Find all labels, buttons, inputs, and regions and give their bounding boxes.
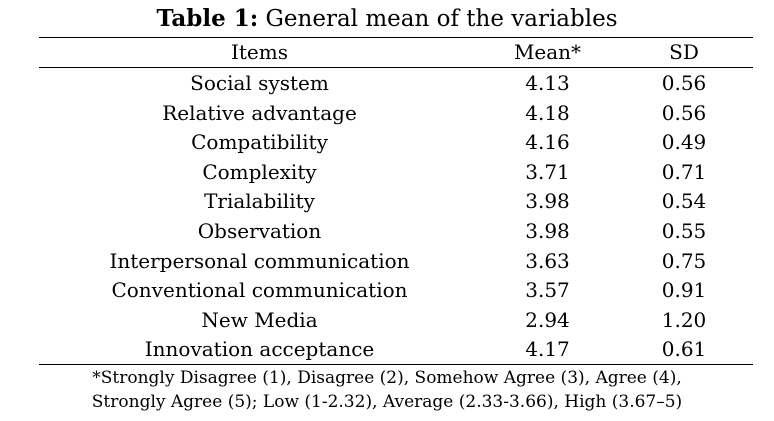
row-mean: 3.98: [525, 189, 570, 214]
row-mean: 3.98: [525, 218, 570, 243]
table-row: Compatibility 4.16 0.49: [39, 128, 753, 158]
table-row: Interpersonal communication 3.63 0.75: [39, 247, 753, 277]
row-item: Social system: [190, 71, 329, 95]
table-row: Relative advantage 4.18 0.56: [39, 99, 753, 129]
row-mean: 4.13: [525, 71, 570, 95]
table-caption-text: General mean of the variables: [258, 6, 618, 32]
row-sd: 0.56: [661, 71, 707, 95]
header-rule: [39, 67, 753, 68]
row-sd: 0.49: [661, 130, 707, 155]
row-mean: 3.57: [525, 278, 570, 303]
header-items: Items: [230, 40, 288, 64]
bottom-rule: [39, 364, 753, 365]
table-row: Complexity 3.71 0.71: [39, 158, 753, 188]
footnote-line-1: *Strongly Disagree (1), Disagree (2), So…: [92, 368, 682, 388]
row-mean: 4.17: [525, 337, 570, 362]
row-sd: 0.55: [661, 218, 707, 243]
row-item: Relative advantage: [162, 100, 357, 125]
row-sd: 1.20: [661, 307, 707, 332]
data-table: Items Mean* SD Social system 4.13 0.56 R…: [39, 38, 753, 365]
footnote-line-2: Strongly Agree (5); Low (1-2.32), Averag…: [91, 392, 683, 412]
row-sd: 0.56: [661, 100, 707, 125]
row-sd: 0.71: [661, 159, 707, 184]
header-sd: SD: [669, 40, 699, 64]
row-mean: 4.16: [525, 130, 570, 155]
row-item: New Media: [201, 307, 318, 332]
row-item: Trialability: [204, 189, 315, 214]
row-sd: 0.61: [661, 337, 707, 362]
header-row: Items Mean* SD: [39, 38, 753, 67]
row-mean: 4.18: [525, 100, 570, 125]
table-row: New Media 2.94 1.20: [39, 306, 753, 336]
table-row: Trialability 3.98 0.54: [39, 187, 753, 217]
row-item: Innovation acceptance: [144, 337, 375, 362]
table-row: Social system 4.13 0.56: [39, 67, 753, 99]
row-item: Observation: [197, 218, 322, 243]
table-row: Observation 3.98 0.55: [39, 217, 753, 247]
table-caption-lead: Table 1:: [156, 5, 259, 32]
table-footnote: *Strongly Disagree (1), Disagree (2), So…: [0, 366, 774, 414]
row-sd: 0.54: [661, 189, 707, 214]
row-item: Interpersonal communication: [109, 248, 410, 273]
row-sd: 0.75: [661, 248, 707, 273]
row-sd: 0.91: [661, 278, 707, 303]
table-caption: Table 1: General mean of the variables: [0, 4, 774, 34]
row-mean: 3.71: [525, 159, 570, 184]
row-mean: 2.94: [525, 307, 570, 332]
header-mean: Mean*: [513, 40, 582, 64]
table-row: Conventional communication 3.57 0.91: [39, 276, 753, 306]
top-rule: [39, 37, 753, 38]
row-item: Compatibility: [191, 130, 328, 155]
table-row: Innovation acceptance 4.17 0.61: [39, 335, 753, 365]
row-mean: 3.63: [525, 248, 570, 273]
row-item: Complexity: [202, 159, 317, 184]
row-item: Conventional communication: [111, 278, 408, 303]
